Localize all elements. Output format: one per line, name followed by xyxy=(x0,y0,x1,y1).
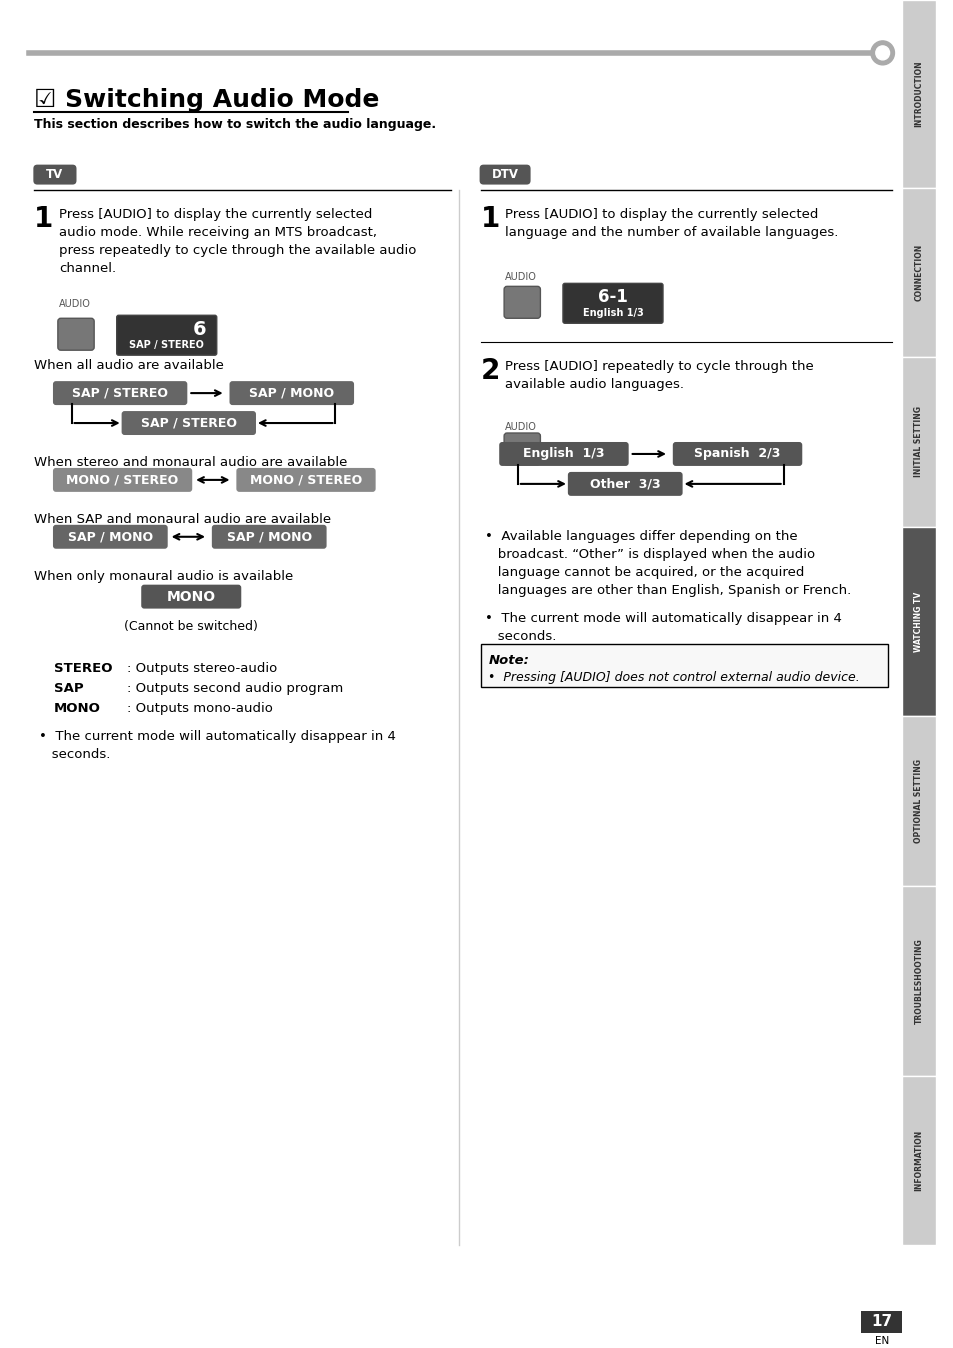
Text: MONO / STEREO: MONO / STEREO xyxy=(67,473,178,487)
Text: AUDIO: AUDIO xyxy=(504,422,537,433)
Text: EN: EN xyxy=(874,1336,888,1345)
Text: : Outputs mono-audio: : Outputs mono-audio xyxy=(128,702,274,716)
Bar xyxy=(902,1076,935,1246)
Text: AUDIO: AUDIO xyxy=(59,299,91,309)
Bar xyxy=(480,643,886,687)
Text: 17: 17 xyxy=(870,1314,891,1329)
Bar xyxy=(902,0,935,187)
FancyBboxPatch shape xyxy=(212,524,326,549)
Bar xyxy=(902,357,935,527)
Text: INITIAL SETTING: INITIAL SETTING xyxy=(914,407,923,477)
FancyBboxPatch shape xyxy=(116,315,216,355)
FancyBboxPatch shape xyxy=(141,585,241,608)
Text: English  1/3: English 1/3 xyxy=(522,448,604,461)
Text: MONO: MONO xyxy=(167,589,215,604)
Text: Press [AUDIO] repeatedly to cycle through the
available audio languages.: Press [AUDIO] repeatedly to cycle throug… xyxy=(504,360,813,391)
FancyBboxPatch shape xyxy=(479,164,530,185)
Text: English 1/3: English 1/3 xyxy=(582,309,642,318)
Bar xyxy=(861,1312,902,1333)
Text: MONO: MONO xyxy=(54,702,101,716)
Text: 1: 1 xyxy=(34,205,53,233)
Text: Spanish  2/3: Spanish 2/3 xyxy=(694,448,780,461)
Text: SAP / MONO: SAP / MONO xyxy=(68,530,152,543)
FancyBboxPatch shape xyxy=(53,524,168,549)
Text: CONNECTION: CONNECTION xyxy=(914,244,923,301)
Text: INFORMATION: INFORMATION xyxy=(914,1130,923,1192)
Text: Other  3/3: Other 3/3 xyxy=(589,477,659,491)
Text: •  The current mode will automatically disappear in 4
   seconds.: • The current mode will automatically di… xyxy=(39,731,395,762)
FancyBboxPatch shape xyxy=(33,164,76,185)
Text: When SAP and monaural audio are available: When SAP and monaural audio are availabl… xyxy=(34,512,331,526)
FancyBboxPatch shape xyxy=(236,468,375,492)
Text: •  Available languages differ depending on the
   broadcast. “Other” is displaye: • Available languages differ depending o… xyxy=(485,530,851,597)
FancyBboxPatch shape xyxy=(53,381,187,406)
Text: SAP / STEREO: SAP / STEREO xyxy=(72,387,168,399)
Text: MONO / STEREO: MONO / STEREO xyxy=(250,473,362,487)
Text: WATCHING TV: WATCHING TV xyxy=(914,592,923,651)
Text: : Outputs second audio program: : Outputs second audio program xyxy=(128,682,343,696)
Text: STEREO: STEREO xyxy=(54,662,112,675)
Text: SAP: SAP xyxy=(54,682,84,696)
Text: SAP / MONO: SAP / MONO xyxy=(249,387,334,399)
Bar xyxy=(902,886,935,1076)
FancyBboxPatch shape xyxy=(672,442,801,466)
Text: 2: 2 xyxy=(480,357,499,386)
Text: ☑ Switching Audio Mode: ☑ Switching Audio Mode xyxy=(34,88,379,112)
Bar xyxy=(902,716,935,886)
Text: SAP / MONO: SAP / MONO xyxy=(227,530,312,543)
Text: TROUBLESHOOTING: TROUBLESHOOTING xyxy=(914,938,923,1023)
Text: When all audio are available: When all audio are available xyxy=(34,359,224,372)
Text: This section describes how to switch the audio language.: This section describes how to switch the… xyxy=(34,117,436,131)
Text: Press [AUDIO] to display the currently selected
language and the number of avail: Press [AUDIO] to display the currently s… xyxy=(504,208,838,239)
Text: When only monaural audio is available: When only monaural audio is available xyxy=(34,570,294,582)
FancyBboxPatch shape xyxy=(230,381,354,406)
Text: 1: 1 xyxy=(480,205,499,233)
Circle shape xyxy=(870,40,894,65)
Text: Press [AUDIO] to display the currently selected
audio mode. While receiving an M: Press [AUDIO] to display the currently s… xyxy=(59,208,416,275)
FancyBboxPatch shape xyxy=(498,442,628,466)
FancyBboxPatch shape xyxy=(567,472,682,496)
Text: 6-1: 6-1 xyxy=(598,288,627,306)
FancyBboxPatch shape xyxy=(503,286,539,318)
Text: DTV: DTV xyxy=(491,168,518,181)
Text: •  The current mode will automatically disappear in 4
   seconds.: • The current mode will automatically di… xyxy=(485,612,841,643)
Text: SAP / STEREO: SAP / STEREO xyxy=(141,417,236,430)
Bar xyxy=(902,187,935,357)
FancyBboxPatch shape xyxy=(503,433,539,465)
Text: : Outputs stereo-audio: : Outputs stereo-audio xyxy=(128,662,277,675)
Text: AUDIO: AUDIO xyxy=(504,272,537,282)
Text: OPTIONAL SETTING: OPTIONAL SETTING xyxy=(914,759,923,842)
Text: 6: 6 xyxy=(193,319,206,338)
FancyBboxPatch shape xyxy=(53,468,192,492)
FancyBboxPatch shape xyxy=(121,411,255,435)
Text: •  Pressing [AUDIO] does not control external audio device.: • Pressing [AUDIO] does not control exte… xyxy=(488,671,860,685)
Text: Note:: Note: xyxy=(488,654,529,666)
Text: INTRODUCTION: INTRODUCTION xyxy=(914,61,923,127)
Text: TV: TV xyxy=(47,168,64,181)
Text: (Cannot be switched): (Cannot be switched) xyxy=(124,620,258,632)
FancyBboxPatch shape xyxy=(562,283,662,324)
FancyBboxPatch shape xyxy=(58,318,94,350)
Text: When stereo and monaural audio are available: When stereo and monaural audio are avail… xyxy=(34,456,347,469)
Bar xyxy=(902,527,935,716)
Circle shape xyxy=(875,46,888,59)
Text: SAP / STEREO: SAP / STEREO xyxy=(130,340,204,350)
